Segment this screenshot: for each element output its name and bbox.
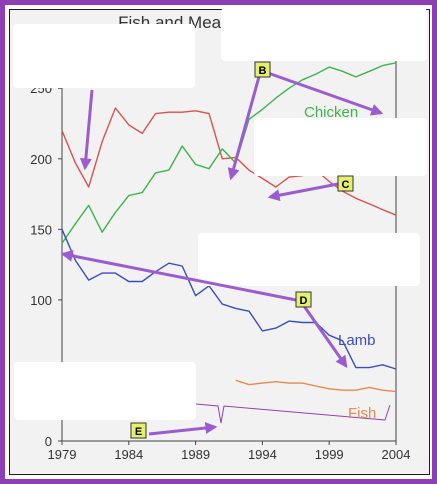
- x-tick-label: 1979: [48, 447, 77, 462]
- badge-b-text: B: [259, 65, 267, 77]
- arrow-b: [227, 72, 262, 181]
- x-tick-label: 1999: [315, 447, 344, 462]
- mask-box-4: [198, 233, 420, 286]
- arrow-1: [79, 89, 94, 171]
- arrow-d: [60, 249, 297, 302]
- badge-d-text: D: [300, 295, 308, 307]
- series-line-chicken: [61, 62, 397, 244]
- arrow-b2: [267, 71, 384, 116]
- y-tick-label: 200: [30, 152, 52, 167]
- badge-c-text: C: [342, 179, 350, 191]
- series-label-fish: Fish: [348, 405, 376, 422]
- badge-d: D: [295, 291, 312, 308]
- series-line-purple: [195, 403, 391, 424]
- mask-box-5: [14, 362, 196, 420]
- mask-box-1: [13, 24, 195, 88]
- y-tick-label: 0: [45, 434, 52, 449]
- series-line-fish: [235, 379, 397, 393]
- badge-e-text: E: [135, 426, 142, 438]
- series-label-lamb: Lamb: [338, 332, 376, 349]
- arrow-c: [267, 182, 339, 202]
- arrow-d2: [302, 305, 348, 368]
- badge-b: B: [254, 61, 271, 78]
- y-tick-label: 150: [30, 222, 52, 237]
- mask-box-2: [221, 8, 427, 61]
- x-tick-label: 1989: [181, 447, 210, 462]
- series-label-chicken: Chicken: [304, 104, 358, 121]
- x-tick-label: 1984: [114, 447, 143, 462]
- x-tick-label: 2004: [382, 447, 411, 462]
- badge-c: C: [337, 175, 354, 192]
- badge-e: E: [130, 422, 147, 439]
- series-line-lamb: [61, 229, 397, 370]
- y-tick-label: 100: [30, 293, 52, 308]
- annotation-badges: B C D E: [130, 61, 354, 439]
- mask-box-3: [254, 118, 427, 176]
- annotation-arrows: [60, 71, 384, 436]
- arrow-e: [148, 422, 218, 436]
- x-tick-label: 1994: [248, 447, 277, 462]
- redaction-masks: [13, 8, 427, 420]
